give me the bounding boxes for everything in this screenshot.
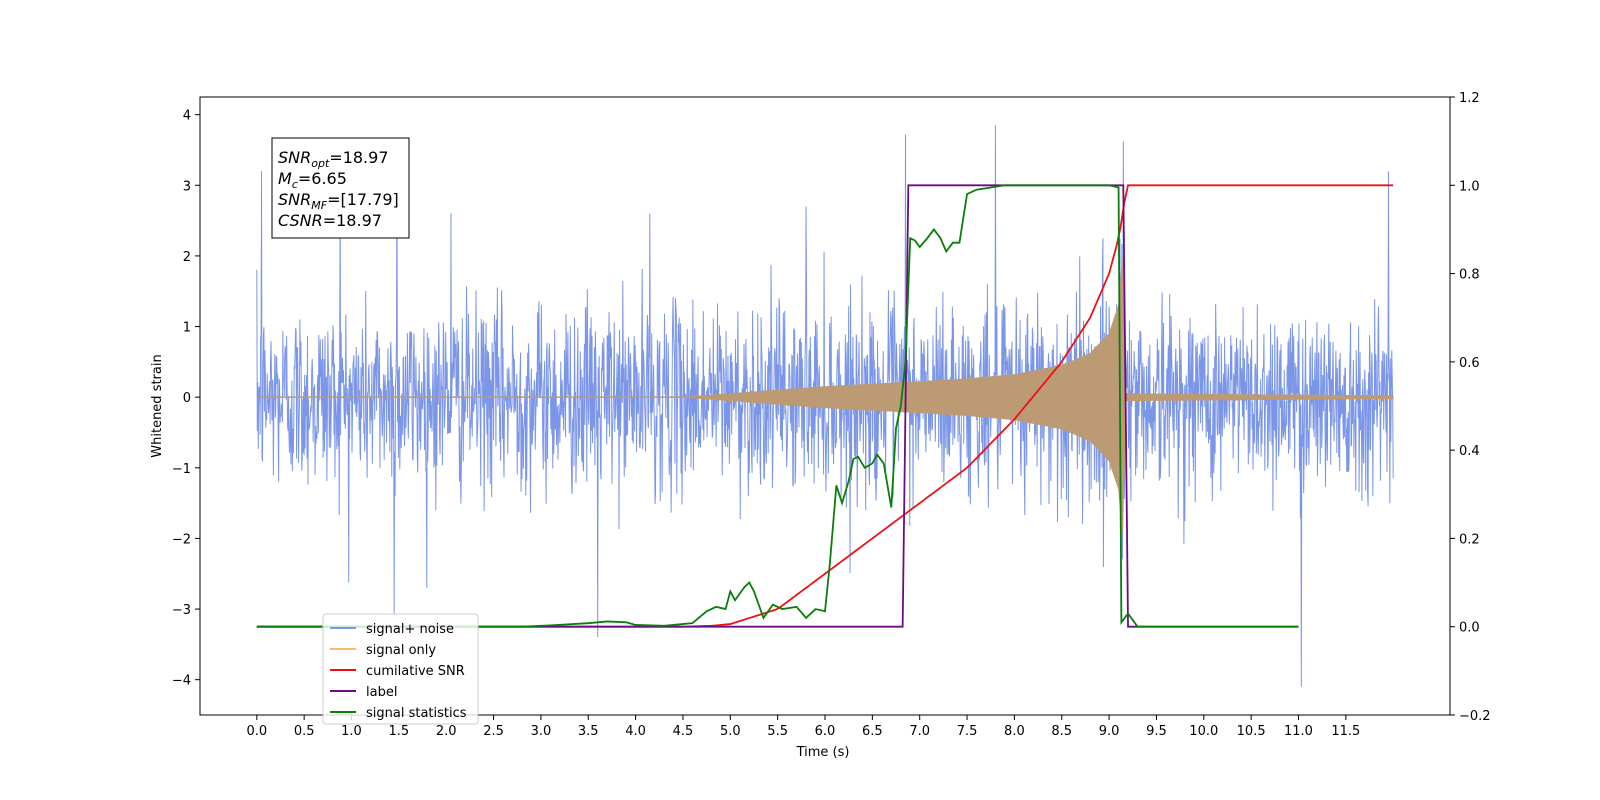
y2-tick-label: 0.4	[1459, 444, 1480, 459]
y2-tick-label: 1.2	[1459, 91, 1480, 106]
x-tick-label: 2.5	[483, 724, 504, 739]
x-tick-label: 1.0	[341, 724, 362, 739]
x-tick-label: 4.5	[673, 724, 694, 739]
y-tick-label: 3	[183, 179, 191, 194]
y-tick-label: 2	[183, 250, 191, 265]
x-tick-label: 11.0	[1284, 724, 1313, 739]
y-tick-label: −1	[172, 462, 191, 477]
y-axis-label: Whitened strain	[150, 354, 165, 457]
x-axis-label: Time (s)	[796, 745, 850, 760]
x-tick-label: 2.0	[436, 724, 457, 739]
y-tick-label: 1	[183, 321, 191, 336]
y-tick-label: −2	[172, 532, 191, 547]
y2-tick-label: 0.2	[1459, 532, 1480, 547]
legend-signal-only: signal only	[366, 643, 436, 658]
x-tick-label: 8.0	[1004, 724, 1025, 739]
x-tick-label: 3.5	[578, 724, 599, 739]
x-tick-label: 4.0	[625, 724, 646, 739]
x-tick-label: 9.0	[1099, 724, 1120, 739]
x-tick-label: 8.5	[1051, 724, 1072, 739]
y-tick-label: 0	[183, 391, 191, 406]
x-tick-label: 3.0	[531, 724, 552, 739]
y2-tick-label: 1.0	[1459, 179, 1480, 194]
y2-tick-label: −0.2	[1459, 709, 1491, 724]
x-tick-label: 5.0	[720, 724, 741, 739]
x-tick-label: 9.5	[1146, 724, 1167, 739]
axis-layer: 0.0 0.5 1.0 1.5 2.0 2.5 3.0 3.5 4.0 4.5 5.0 5.5 6.0 6…	[172, 91, 1491, 739]
x-tick-label: 0.0	[246, 724, 267, 739]
legend-box	[322, 613, 479, 725]
x-tick-label: 5.5	[767, 724, 788, 739]
x-tick-label: 10.0	[1189, 724, 1218, 739]
legend: signal+ noise signal only cumilative SNR la…	[322, 613, 479, 725]
x-tick-label: 6.5	[862, 724, 883, 739]
annotation-line: SNRopt=18.97	[278, 148, 389, 170]
y-tick-label: −3	[172, 603, 191, 618]
annotation-line: CSNR=18.97	[278, 211, 382, 230]
legend-label: label	[366, 685, 397, 700]
x-tick-label: 7.5	[957, 724, 978, 739]
x-tick-label: 10.5	[1237, 724, 1266, 739]
x-tick-label: 11.5	[1331, 724, 1360, 739]
x-tick-label: 7.0	[909, 724, 930, 739]
annotation-line: Mc=6.65	[278, 169, 347, 191]
y2-tick-label: 0.8	[1459, 268, 1480, 283]
annotation-line: SNRMF=[17.79]	[278, 190, 399, 212]
legend-signal-statistics: signal statistics	[366, 706, 467, 721]
legend-signal-noise: signal+ noise	[366, 622, 454, 637]
y-tick-label: −4	[172, 674, 191, 689]
stats-annotation: SNRopt=18.97Mc=6.65SNRMF=[17.79]CSNR=18.…	[271, 137, 410, 239]
series-signal-statistics	[256, 184, 1299, 628]
series-layer	[256, 125, 1394, 687]
x-tick-label: 0.5	[294, 724, 315, 739]
x-tick-label: 6.0	[815, 724, 836, 739]
annotation-box	[271, 137, 410, 239]
y-tick-label: 4	[183, 109, 191, 124]
legend-cumulative-snr: cumilative SNR	[366, 664, 465, 679]
y2-tick-label: 0.0	[1459, 621, 1480, 636]
y2-tick-label: 0.6	[1459, 356, 1480, 371]
x-tick-label: 1.5	[389, 724, 410, 739]
legend-entries: signal+ noise signal only cumilative SNR la…	[330, 622, 467, 721]
series-signal-noise	[256, 125, 1394, 687]
annotation-lines: SNRopt=18.97Mc=6.65SNRMF=[17.79]CSNR=18.…	[278, 148, 399, 230]
